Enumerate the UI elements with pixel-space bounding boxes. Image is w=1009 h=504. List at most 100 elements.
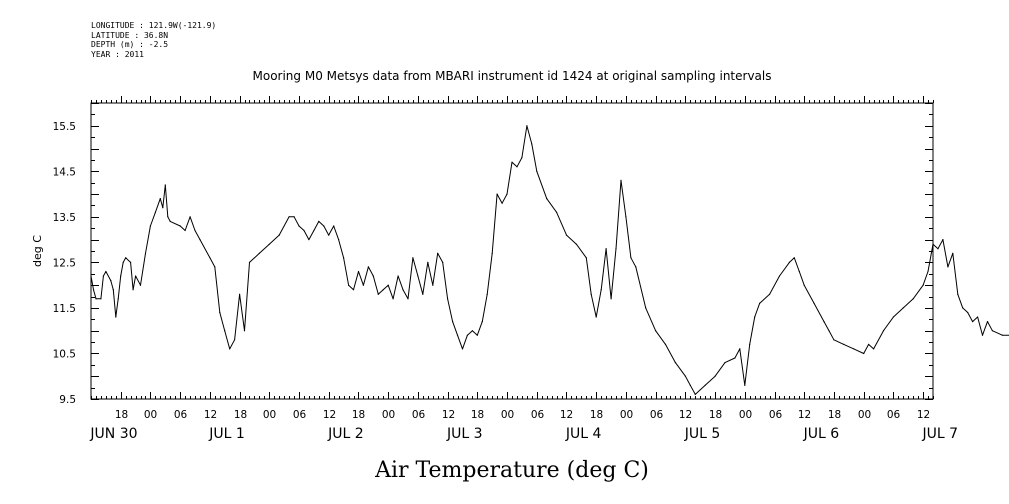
y-axis-label: deg C — [31, 235, 44, 267]
data-point — [501, 202, 503, 204]
x-tick-label: 18 — [471, 409, 484, 421]
data-point — [476, 334, 478, 336]
data-point — [169, 220, 171, 222]
data-point — [957, 293, 959, 295]
y-tick-label: 12.5 — [53, 257, 76, 269]
data-point — [154, 211, 156, 213]
data-point — [902, 307, 904, 309]
x-tick-label: 00 — [739, 409, 752, 421]
data-point — [531, 143, 533, 145]
data-point — [991, 330, 994, 332]
data-point — [615, 248, 617, 250]
data-point — [115, 316, 117, 318]
data-point — [164, 184, 166, 186]
y-tick-label: 9.5 — [59, 394, 76, 406]
data-point — [511, 161, 513, 163]
data-point — [219, 311, 221, 314]
data-point — [139, 284, 142, 286]
data-point — [491, 252, 493, 254]
data-point — [689, 384, 691, 386]
data-point — [90, 275, 92, 277]
x-day-label: JUL 4 — [565, 426, 602, 442]
data-point — [516, 166, 518, 168]
x-tick-label: 00 — [263, 409, 276, 421]
data-point — [288, 216, 290, 218]
data-point — [823, 321, 825, 323]
data-point — [397, 275, 399, 277]
data-point — [892, 316, 895, 318]
data-point — [135, 275, 137, 277]
data-point — [179, 225, 181, 227]
data-point — [452, 321, 454, 323]
data-point — [833, 339, 835, 341]
x-tick-label: 12 — [560, 409, 573, 421]
data-point — [630, 257, 632, 259]
data-point — [437, 252, 439, 254]
data-point — [605, 248, 607, 250]
x-day-label: JUN 30 — [89, 426, 137, 442]
data-point — [402, 289, 404, 291]
data-point — [407, 298, 409, 300]
data-point — [149, 225, 151, 227]
data-point — [105, 270, 107, 273]
data-point — [481, 321, 483, 323]
data-point — [937, 248, 939, 250]
data-point — [496, 193, 498, 195]
data-point — [927, 270, 929, 273]
x-day-label: JUL 5 — [684, 426, 721, 442]
data-point — [189, 216, 191, 218]
data-point — [466, 334, 468, 336]
data-point — [333, 225, 335, 227]
data-point — [873, 348, 875, 350]
series-line — [90, 125, 1009, 395]
data-point — [986, 321, 989, 323]
data-point — [318, 220, 320, 222]
data-point — [863, 352, 865, 355]
data-point — [575, 243, 578, 245]
data-point — [947, 266, 949, 268]
data-point — [417, 275, 419, 277]
x-tick-label: 06 — [650, 409, 664, 421]
data-point — [367, 266, 369, 268]
x-tick-label: 18 — [352, 409, 365, 421]
data-point — [422, 293, 424, 295]
data-point — [293, 216, 295, 218]
x-tick-label: 06 — [531, 409, 545, 421]
data-point — [803, 284, 805, 286]
axes-layer: 18 00 06 12 18 00 06 12 18 00 06 12 18 00 06 12 18 00 06 12… — [53, 96, 958, 442]
data-point — [362, 284, 364, 286]
data-point — [625, 216, 627, 218]
x-tick-label: 06 — [412, 409, 426, 421]
y-tick-label: 15.5 — [53, 121, 76, 133]
data-point — [645, 307, 647, 309]
data-point — [828, 330, 830, 332]
data-point — [234, 339, 236, 341]
data-point — [313, 229, 315, 232]
year-text: YEAR : 2011 — [91, 49, 144, 59]
data-point — [372, 275, 374, 277]
data-point — [610, 298, 612, 300]
data-point — [243, 330, 246, 332]
x-tick-label: 18 — [709, 409, 722, 421]
x-tick-label: 12 — [798, 409, 811, 421]
data-point — [546, 198, 548, 200]
data-point — [471, 330, 473, 332]
data-point — [224, 330, 226, 332]
data-point — [132, 289, 134, 291]
data-point — [456, 334, 459, 336]
data-point — [769, 293, 771, 295]
data-point — [382, 289, 384, 291]
data-point — [868, 343, 870, 345]
data-point — [427, 261, 429, 263]
data-point — [298, 225, 300, 227]
data-point — [620, 179, 622, 181]
data-point — [793, 257, 795, 259]
data-point — [110, 280, 112, 282]
data-point — [258, 252, 260, 254]
series-layer — [90, 125, 1009, 395]
data-point — [664, 343, 667, 345]
data-point — [967, 311, 969, 314]
data-point — [229, 348, 231, 350]
data-point — [348, 284, 350, 286]
data-point — [922, 284, 924, 286]
